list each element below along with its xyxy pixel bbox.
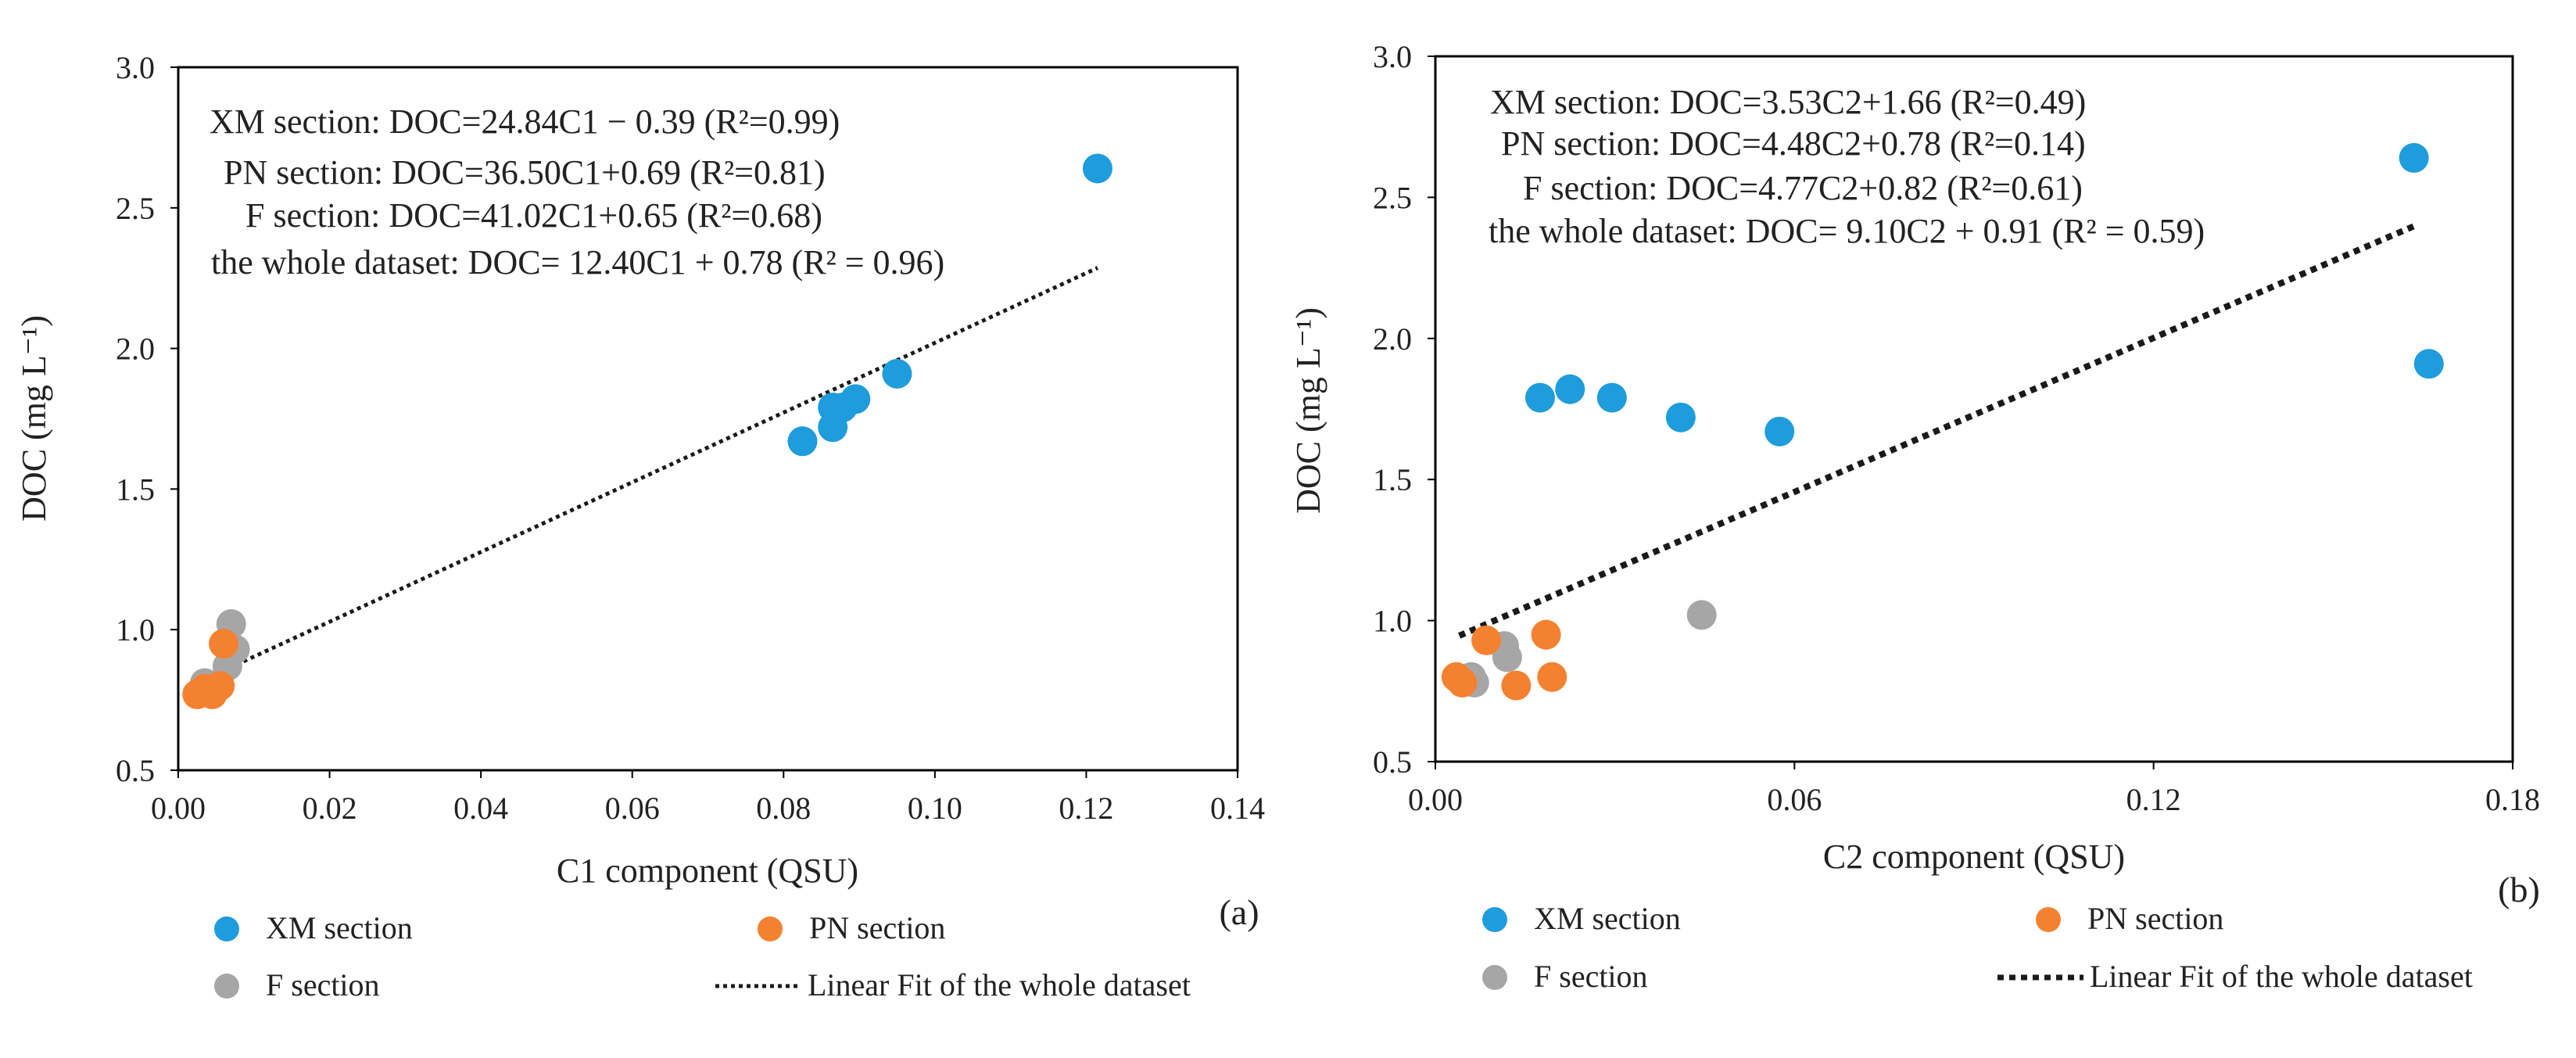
linear-fit-line <box>199 266 1098 683</box>
y-tick-label: 3.0 <box>1373 39 1412 74</box>
x-tick-label: 0.00 <box>1408 782 1463 817</box>
legend: XM section PN section F section Linear Fit … <box>214 910 1191 1002</box>
xm-data-point <box>1596 382 1627 413</box>
pn-data-point <box>1531 619 1561 650</box>
pn-legend-marker <box>758 916 783 941</box>
xm-data-point <box>818 393 848 423</box>
xm-legend-label: XM section <box>266 910 413 945</box>
y-tick-label: 2.5 <box>1373 180 1412 215</box>
x-tick-label: 0.12 <box>2126 782 2181 817</box>
f-legend-label: F section <box>266 967 380 1002</box>
f-legend-label: F section <box>1534 959 1648 994</box>
y-tick-label: 0.5 <box>116 753 155 788</box>
f-legend-marker <box>214 974 239 999</box>
chart-panel-b: 0.00 0.06 0.12 0.18 0.5 1.0 1.5 2.0 2.5 3.0 C2 com… <box>1289 39 2540 994</box>
xm-legend-label: XM section <box>1534 901 1681 936</box>
y-tick-label: 2.5 <box>116 191 155 226</box>
pn-data-point <box>1537 662 1567 692</box>
equation-annotation: XM section: DOC=3.53C2+1.66 (R²=0.49) <box>1490 83 2086 121</box>
x-axis-title: C1 component (QSU) <box>557 852 858 890</box>
panel-label: (a) <box>1219 892 1259 932</box>
xm-legend-marker <box>1482 907 1507 932</box>
pn-legend-label: PN section <box>2087 901 2223 936</box>
fit-legend-label: Linear Fit of the whole dataset <box>2090 959 2473 994</box>
xm-data-point <box>1082 153 1112 184</box>
x-tick-label: 0.08 <box>756 791 811 826</box>
x-tick-label: 0.06 <box>1767 782 1822 817</box>
y-tick-label: 1.0 <box>116 612 155 647</box>
equation-annotation: the whole dataset: DOC= 12.40C1 + 0.78 (… <box>211 243 944 282</box>
equation-annotation: the whole dataset: DOC= 9.10C2 + 0.91 (R… <box>1489 212 2205 250</box>
f-legend-marker <box>1482 965 1507 990</box>
xm-legend-marker <box>214 916 239 941</box>
x-tick-label: 0.04 <box>453 791 508 826</box>
equation-annotation: PN section: DOC=4.48C2+0.78 (R²=0.14) <box>1501 124 2086 163</box>
plot-frame <box>1434 55 2514 763</box>
equation-annotation: PN section: DOC=36.50C1+0.69 (R²=0.81) <box>224 153 826 192</box>
pn-data-point <box>197 679 228 709</box>
xm-data-point <box>787 426 818 457</box>
pn-data-point <box>1447 667 1478 698</box>
x-axis-title: C2 component (QSU) <box>1823 837 2125 876</box>
y-tick-label: 0.5 <box>1373 744 1412 780</box>
x-tick-label: 0.18 <box>2485 782 2540 817</box>
equation-annotation: F section: DOC=41.02C1+0.65 (R²=0.68) <box>245 196 822 235</box>
xm-data-point <box>2399 142 2429 173</box>
legend: XM section PN section F section Linear Fit … <box>1482 901 2473 994</box>
fit-legend-label: Linear Fit of the whole dataset <box>808 967 1191 1002</box>
x-tick-label: 0.12 <box>1059 791 1113 826</box>
y-tick-label: 2.0 <box>1373 321 1412 357</box>
y-tick-label: 1.5 <box>1373 462 1412 497</box>
pn-legend-marker <box>2036 907 2061 932</box>
xm-data-point <box>1555 374 1585 404</box>
equation-annotation: XM section: DOC=24.84C1 − 0.39 (R²=0.99) <box>210 102 840 141</box>
pn-data-point <box>1501 670 1532 701</box>
y-axis-title: DOC (mg L⁻¹) <box>15 315 53 522</box>
xm-data-point <box>1524 382 1555 413</box>
xm-data-point <box>1765 416 1795 447</box>
y-tick-label: 2.0 <box>116 332 155 367</box>
x-tick-label: 0.02 <box>303 791 357 826</box>
y-tick-label: 1.5 <box>116 472 155 507</box>
pn-data-point <box>209 629 239 659</box>
y-tick-label: 3.0 <box>116 50 155 85</box>
pn-data-point <box>1471 625 1502 655</box>
xm-data-point <box>1665 402 1696 432</box>
linear-fit-line <box>1458 223 2416 639</box>
x-tick-label: 0.06 <box>605 791 660 826</box>
f-data-point <box>1686 600 1717 630</box>
y-axis-title: DOC (mg L⁻¹) <box>1289 307 1327 514</box>
panel-label: (b) <box>2498 870 2540 909</box>
f-data-point <box>1492 642 1522 672</box>
plot-frame <box>177 66 1239 772</box>
chart-panel-a: 0.00 0.02 0.04 0.06 0.08 0.10 0.12 0.14 0.5 1.0 1.… <box>15 50 1265 1002</box>
x-tick-label: 0.00 <box>151 791 206 826</box>
x-tick-label: 0.10 <box>908 791 962 826</box>
equation-annotation: F section: DOC=4.77C2+0.82 (R²=0.61) <box>1523 169 2083 207</box>
xm-data-point <box>2413 349 2444 379</box>
pn-legend-label: PN section <box>809 910 945 945</box>
x-tick-label: 0.14 <box>1210 791 1265 826</box>
xm-data-point <box>882 358 912 389</box>
y-tick-label: 1.0 <box>1373 604 1412 639</box>
